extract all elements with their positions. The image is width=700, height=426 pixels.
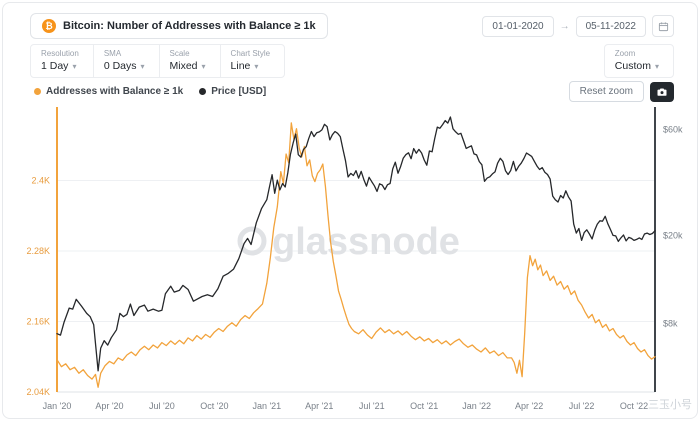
chevron-down-icon: ▾ bbox=[201, 62, 206, 71]
calendar-icon bbox=[658, 21, 668, 31]
header: ₿ Bitcoin: Number of Addresses with Bala… bbox=[30, 13, 674, 39]
x-axis-tick-label: Oct '22 bbox=[620, 401, 648, 411]
x-axis-tick-label: Jan '21 bbox=[252, 401, 281, 411]
x-axis-tick-label: Jan '22 bbox=[462, 401, 491, 411]
glassnode-watermark: glassnode bbox=[272, 221, 460, 263]
left-axis-tick-label: 2.28K bbox=[26, 246, 50, 256]
sma-dropdown[interactable]: SMA 0 Days ▾ bbox=[94, 45, 160, 77]
resolution-label: Resolution bbox=[41, 49, 79, 58]
legend-item-price[interactable]: Price [USD] bbox=[199, 86, 266, 97]
price-line bbox=[56, 116, 656, 372]
camera-icon bbox=[657, 88, 667, 96]
left-axis-tick-label: 2.04K bbox=[26, 387, 50, 397]
chevron-down-icon: ▾ bbox=[654, 62, 659, 71]
x-axis-tick-label: Oct '21 bbox=[410, 401, 438, 411]
right-axis-tick-label: $60k bbox=[663, 125, 683, 135]
zoom-label: Zoom bbox=[614, 49, 636, 58]
reset-zoom-button[interactable]: Reset zoom bbox=[568, 81, 644, 102]
x-axis-tick-label: Jul '21 bbox=[359, 401, 385, 411]
legend-bar: Addresses with Balance ≥ 1k Price [USD] … bbox=[34, 81, 674, 102]
date-range-picker: 01-01-2020 → 05-11-2022 bbox=[482, 15, 674, 37]
price-series-dot bbox=[199, 88, 207, 95]
metric-title-chip: ₿ Bitcoin: Number of Addresses with Bala… bbox=[30, 13, 328, 39]
x-axis-tick-label: Apr '21 bbox=[305, 401, 333, 411]
left-axis-tick-label: 2.16K bbox=[26, 316, 50, 326]
chart-style-dropdown[interactable]: Chart Style Line ▾ bbox=[221, 45, 285, 77]
screenshot-button[interactable] bbox=[650, 81, 674, 102]
resolution-value: 1 Day bbox=[41, 60, 69, 72]
glassnode-logo bbox=[237, 226, 267, 256]
chevron-down-icon: ▾ bbox=[254, 62, 259, 71]
chart-tools: Reset zoom bbox=[568, 81, 674, 102]
date-range-arrow-icon: → bbox=[559, 20, 570, 32]
left-axis-tick-label: 2.4K bbox=[31, 175, 50, 185]
right-axis-tick-label: $8k bbox=[663, 319, 678, 329]
chart-settings-group: Resolution 1 Day ▾ SMA 0 Days ▾ Scale Mixe… bbox=[30, 44, 286, 78]
controls-bar: Resolution 1 Day ▾ SMA 0 Days ▾ Scale Mixe… bbox=[30, 44, 674, 78]
price-series-label: Price [USD] bbox=[211, 86, 267, 97]
date-to-input[interactable]: 05-11-2022 bbox=[575, 15, 646, 37]
legend: Addresses with Balance ≥ 1k Price [USD] bbox=[34, 86, 266, 97]
calendar-button[interactable] bbox=[652, 15, 674, 37]
chevron-down-icon: ▾ bbox=[140, 62, 145, 71]
date-from-input[interactable]: 01-01-2020 bbox=[482, 15, 554, 37]
zoom-value: Custom bbox=[614, 60, 651, 72]
sma-value: 0 Days bbox=[103, 60, 137, 72]
chart-style-value: Line bbox=[230, 60, 251, 72]
x-axis-tick-label: Apr '20 bbox=[95, 401, 123, 411]
chart-style-label: Chart Style bbox=[230, 49, 271, 58]
right-axis-tick-label: $20k bbox=[663, 230, 683, 240]
addresses-series-label: Addresses with Balance ≥ 1k bbox=[46, 86, 184, 97]
resolution-dropdown[interactable]: Resolution 1 Day ▾ bbox=[31, 45, 94, 77]
chevron-down-icon: ▾ bbox=[72, 62, 77, 71]
addresses-line bbox=[56, 122, 656, 388]
x-axis-tick-label: Oct '20 bbox=[200, 401, 228, 411]
scale-value: Mixed bbox=[169, 60, 198, 72]
page-title: Bitcoin: Number of Addresses with Balanc… bbox=[63, 20, 316, 32]
sma-label: SMA bbox=[103, 49, 122, 58]
bitcoin-icon: ₿ bbox=[42, 19, 56, 33]
scale-dropdown[interactable]: Scale Mixed ▾ bbox=[160, 45, 221, 77]
addresses-series-dot bbox=[34, 88, 41, 95]
zoom-group: Zoom Custom ▾ bbox=[603, 44, 674, 78]
legend-item-addresses[interactable]: Addresses with Balance ≥ 1k bbox=[34, 86, 183, 97]
chart-plot[interactable]: 2.4K 2.28K 2.16K 2.04K $60k $20k $8k Jan '20 Apr… bbox=[0, 102, 700, 421]
x-axis-tick-label: Jul '20 bbox=[149, 401, 175, 411]
zoom-dropdown[interactable]: Zoom Custom ▾ bbox=[605, 45, 673, 77]
x-axis-tick-label: Apr '22 bbox=[515, 401, 543, 411]
cn-watermark: 三玉小号 bbox=[648, 398, 692, 411]
x-axis-tick-label: Jan '20 bbox=[43, 401, 72, 411]
x-axis-tick-label: Jul '22 bbox=[569, 401, 595, 411]
chart-container: 2.4K 2.28K 2.16K 2.04K $60k $20k $8k Jan '20 Apr… bbox=[0, 102, 700, 421]
scale-label: Scale bbox=[169, 49, 190, 58]
